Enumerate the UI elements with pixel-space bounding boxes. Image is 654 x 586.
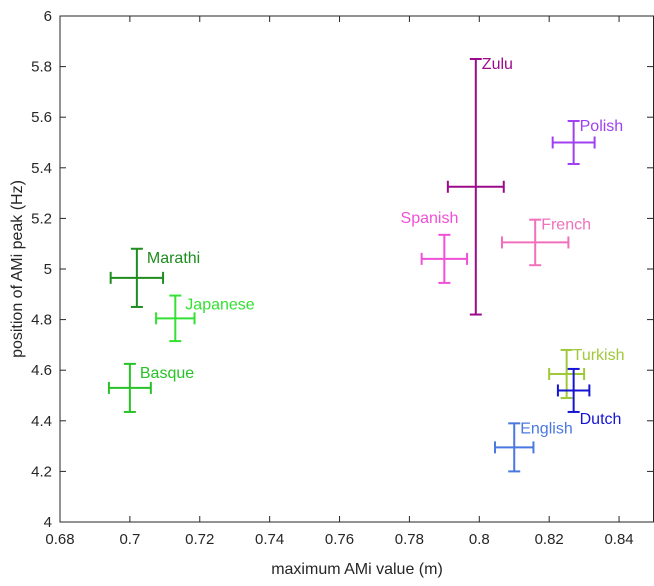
data-point-zulu: Zulu [446,56,513,316]
x-axis-label: maximum AMi value (m) [271,561,443,578]
x-tick-label: 0.8 [469,531,490,548]
data-point-french: French [501,217,591,267]
point-label-polish: Polish [580,118,624,135]
point-label-zulu: Zulu [482,56,513,73]
y-tick-label: 5.2 [31,210,52,227]
y-tick-label: 5.8 [31,59,52,76]
point-label-basque: Basque [140,365,194,382]
data-point-japanese: Japanese [155,294,255,343]
data-point-turkish: Turkish [548,347,625,400]
y-tick-label: 4.4 [31,413,52,430]
point-label-spanish: Spanish [401,210,459,227]
x-tick-label: 0.74 [255,531,284,548]
y-tick-label: 4.2 [31,463,52,480]
data-point-english: English [494,420,573,473]
y-tick-label: 5.4 [31,160,52,177]
x-tick-label: 0.68 [45,531,74,548]
data-point-polish: Polish [551,118,624,166]
data-point-dutch: Dutch [556,367,622,428]
y-tick-label: 4 [44,514,52,531]
x-tick-label: 0.7 [119,531,140,548]
y-tick-label: 5.6 [31,109,52,126]
y-axis-label: position of AMi peak (Hz) [9,180,26,358]
x-tick-label: 0.76 [325,531,354,548]
data-point-spanish: Spanish [401,210,469,284]
point-label-french: French [541,217,591,234]
x-tick-label: 0.84 [604,531,633,548]
ticks-layer: 0.68 0.7 0.72 0.74 0.76 0.78 0.8 0.82 0.84 4 4.2 4.… [31,8,653,548]
x-tick-label: 0.82 [535,531,564,548]
y-tick-label: 5 [44,261,52,278]
point-label-japanese: Japanese [185,297,254,314]
y-tick-label: 6 [44,8,52,25]
point-label-dutch: Dutch [580,411,622,428]
y-tick-label: 4.8 [31,312,52,329]
x-tick-label: 0.72 [185,531,214,548]
points-layer: Marathi Japanese Basque Spanish Zulu French Po… [107,56,625,473]
data-point-marathi: Marathi [109,247,200,308]
x-tick-label: 0.78 [395,531,424,548]
point-label-english: English [520,420,572,437]
y-tick-label: 4.6 [31,362,52,379]
point-label-marathi: Marathi [147,250,200,267]
point-label-turkish: Turkish [573,347,625,364]
data-point-basque: Basque [107,362,194,413]
